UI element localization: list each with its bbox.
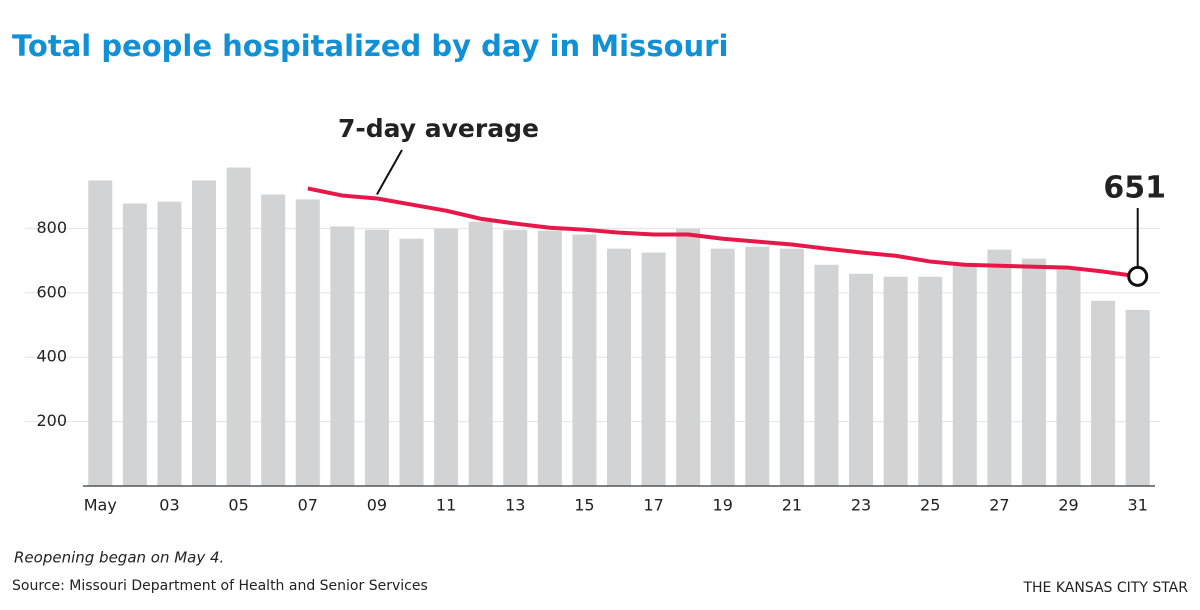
bar — [745, 246, 770, 486]
source: Source: Missouri Department of Health an… — [12, 578, 428, 594]
bar — [192, 180, 217, 486]
x-tick-label: 15 — [574, 496, 594, 515]
bar — [952, 265, 977, 486]
bar — [849, 273, 874, 486]
x-tick-label: 05 — [228, 496, 248, 515]
y-tick-label: 200 — [36, 411, 67, 430]
credit: THE KANSAS CITY STAR — [1022, 580, 1188, 596]
bar — [883, 276, 908, 486]
bar — [295, 199, 320, 487]
bar — [399, 238, 424, 486]
x-tick-label: 19 — [713, 496, 733, 515]
series-label: 7-day average — [338, 114, 539, 143]
bar — [779, 248, 804, 486]
bar — [918, 276, 943, 486]
x-tick-label: 03 — [159, 496, 179, 515]
bar — [1091, 300, 1116, 486]
note: Reopening began on May 4. — [14, 549, 224, 567]
x-tick-label: 31 — [1128, 496, 1148, 515]
bar — [503, 229, 528, 487]
bar — [537, 230, 562, 486]
bar — [261, 194, 286, 486]
bar — [122, 203, 147, 486]
bar — [607, 248, 631, 486]
bar — [468, 221, 493, 486]
bar — [226, 167, 251, 487]
x-tick-label: 09 — [367, 496, 387, 515]
bar — [1125, 309, 1150, 486]
end-point — [1127, 265, 1149, 287]
bar — [987, 249, 1012, 486]
bar — [434, 228, 459, 487]
x-tick-label: 07 — [298, 496, 318, 515]
x-tick-label: 27 — [989, 496, 1009, 515]
bar — [1056, 269, 1081, 486]
bar — [88, 180, 113, 486]
bar — [1021, 258, 1046, 486]
end-value-label: 651 — [1103, 171, 1166, 206]
leader-line — [376, 149, 403, 195]
y-tick-label: 800 — [36, 218, 67, 237]
y-tick-label: 600 — [36, 282, 67, 301]
x-tick-label: 11 — [436, 496, 456, 515]
chart-title: Total people hospitalized by day in Miss… — [12, 29, 728, 63]
bar — [330, 226, 355, 486]
x-tick-label: 23 — [851, 496, 871, 515]
x-tick-label: 17 — [643, 496, 663, 515]
bar — [710, 248, 735, 486]
bar — [364, 229, 389, 487]
bar — [641, 252, 666, 486]
y-tick-label: 400 — [36, 347, 67, 366]
x-tick-label: 21 — [782, 496, 802, 515]
x-tick-label: May — [84, 496, 117, 515]
average-line — [307, 186, 1138, 279]
bar — [157, 201, 182, 486]
bar — [572, 234, 597, 486]
bar — [676, 228, 701, 487]
bar — [814, 264, 839, 486]
x-tick-label: 25 — [920, 496, 940, 515]
x-tick-label: 13 — [505, 496, 525, 515]
x-tick-label: 29 — [1058, 496, 1078, 515]
